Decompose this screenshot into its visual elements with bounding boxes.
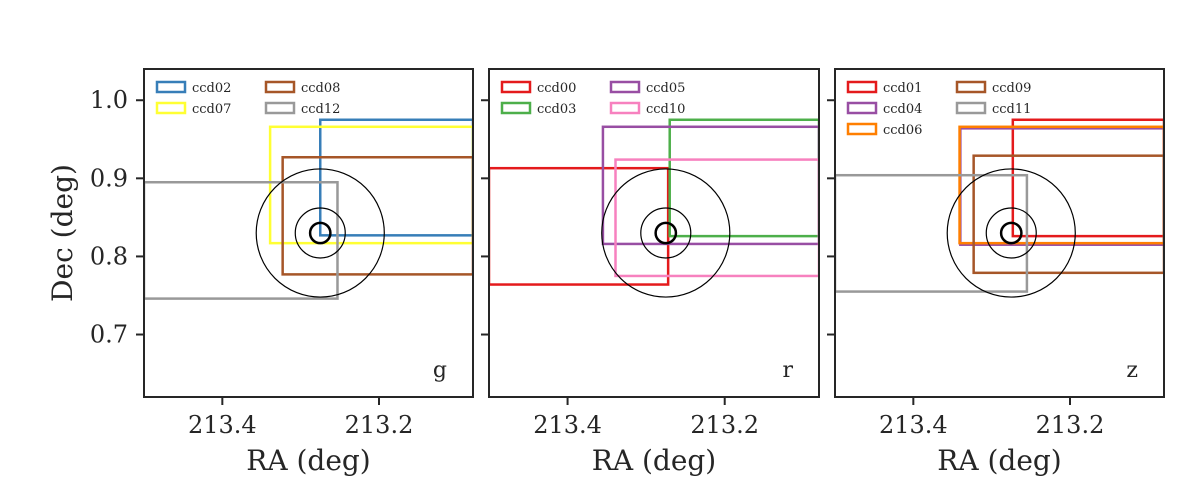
legend-swatch-ccd12: [264, 101, 296, 115]
legend-label-ccd05: ccd05: [646, 81, 685, 96]
x-tick-label: 213.4: [533, 411, 602, 439]
panel-z: 213.4 213.2RA (deg)zccd01ccd04ccd06ccd09c…: [827, 68, 1165, 477]
footprint-ccd12: [144, 180, 339, 300]
target-circle-2: [294, 207, 346, 259]
legend-label-ccd12: ccd12: [301, 102, 340, 117]
y-axis-title: Dec (deg): [46, 164, 79, 302]
legend-swatch-ccd05: [609, 80, 641, 94]
legend-swatch-ccd06: [846, 122, 878, 136]
footprint-ccd11: [835, 173, 1029, 293]
band-label: z: [1126, 358, 1138, 383]
footprint-ccd03: [668, 118, 819, 238]
legend-label-ccd11: ccd11: [992, 102, 1031, 117]
plot-area: [144, 118, 473, 300]
plot-area: [489, 118, 819, 298]
footprint-ccd06: [958, 125, 1164, 245]
y-tick-label: 1.0: [90, 86, 128, 114]
legend-label-ccd02: ccd02: [192, 81, 231, 96]
footprint-ccd00: [489, 166, 670, 286]
footprint-ccd05: [601, 125, 819, 246]
panel-g: 213.4 213.2 1.0 0.9 0.8 0.7 RA (deg) Dec (deg) g…: [46, 68, 474, 477]
target-circle-3: [946, 168, 1076, 298]
x-tick-label: 213.4: [188, 411, 257, 439]
legend-label-ccd10: ccd10: [646, 102, 685, 117]
legend-swatch-ccd07: [155, 101, 187, 115]
legend-label-ccd08: ccd08: [301, 81, 340, 96]
panel-r: 213.4 213.2 RA (deg) r ccd00 ccd03 ccd05 ccd10: [481, 68, 820, 477]
legend-label-ccd09: ccd09: [992, 81, 1031, 96]
legend-swatch-ccd11: [955, 101, 987, 115]
legend-label-ccd04: ccd04: [883, 102, 922, 117]
x-tick-label: 213.2: [345, 411, 414, 439]
legend-label-ccd00: ccd00: [537, 81, 576, 96]
legend: ccd02 ccd07 ccd08 ccd12: [155, 80, 340, 117]
band-label: g: [433, 358, 447, 383]
footprint-ccd08: [281, 155, 473, 276]
target-circle-1: [654, 221, 678, 245]
footprint-ccd09: [972, 154, 1164, 275]
footprint-ccd02: [319, 118, 473, 237]
legend-swatch-ccd02: [155, 80, 187, 94]
legend: ccd00 ccd03 ccd05 ccd10: [500, 80, 685, 117]
legend-label-ccd07: ccd07: [192, 102, 231, 117]
axes-frame: [143, 68, 474, 398]
y-tick-label: 0.7: [90, 321, 128, 349]
footprint-ccd07: [268, 125, 473, 245]
x-tick-label: 213.2: [690, 411, 759, 439]
legend-swatch-ccd03: [500, 101, 532, 115]
legend-label-ccd06: ccd06: [883, 123, 922, 138]
x-axis-title: RA (deg): [592, 444, 716, 477]
x-axis-title: RA (deg): [937, 444, 1061, 477]
legend-swatch-ccd04: [846, 101, 878, 115]
target-circle-2: [640, 207, 692, 259]
target-circle-3: [255, 168, 385, 298]
x-tick-label: 213.2: [1036, 411, 1105, 439]
footprint-ccd04: [959, 127, 1164, 246]
x-tick-label: 213.4: [879, 411, 948, 439]
plot-area: [835, 118, 1164, 298]
axes-frame: [834, 68, 1165, 398]
legend-swatch-ccd09: [955, 80, 987, 94]
legend-swatch-ccd00: [500, 80, 532, 94]
y-tick-label: 0.8: [90, 242, 128, 270]
target-circle-3: [601, 168, 731, 298]
legend-swatch-ccd10: [609, 101, 641, 115]
footprint-ccd01: [1011, 118, 1164, 238]
legend-swatch-ccd08: [264, 80, 296, 94]
legend-label-ccd03: ccd03: [537, 102, 576, 117]
x-axis-title: RA (deg): [246, 444, 370, 477]
legend-swatch-ccd01: [846, 80, 878, 94]
legend-label-ccd01: ccd01: [883, 81, 922, 96]
axes-frame: [488, 68, 820, 398]
target-circle-2: [985, 207, 1037, 259]
target-circle-1: [308, 221, 332, 245]
y-tick-label: 0.9: [90, 164, 128, 192]
footprint-ccd10: [614, 158, 819, 278]
legend: ccd01 ccd04 ccd06 ccd09 ccd11: [846, 80, 1031, 138]
target-circle-1: [999, 221, 1023, 245]
band-label: r: [782, 358, 793, 383]
